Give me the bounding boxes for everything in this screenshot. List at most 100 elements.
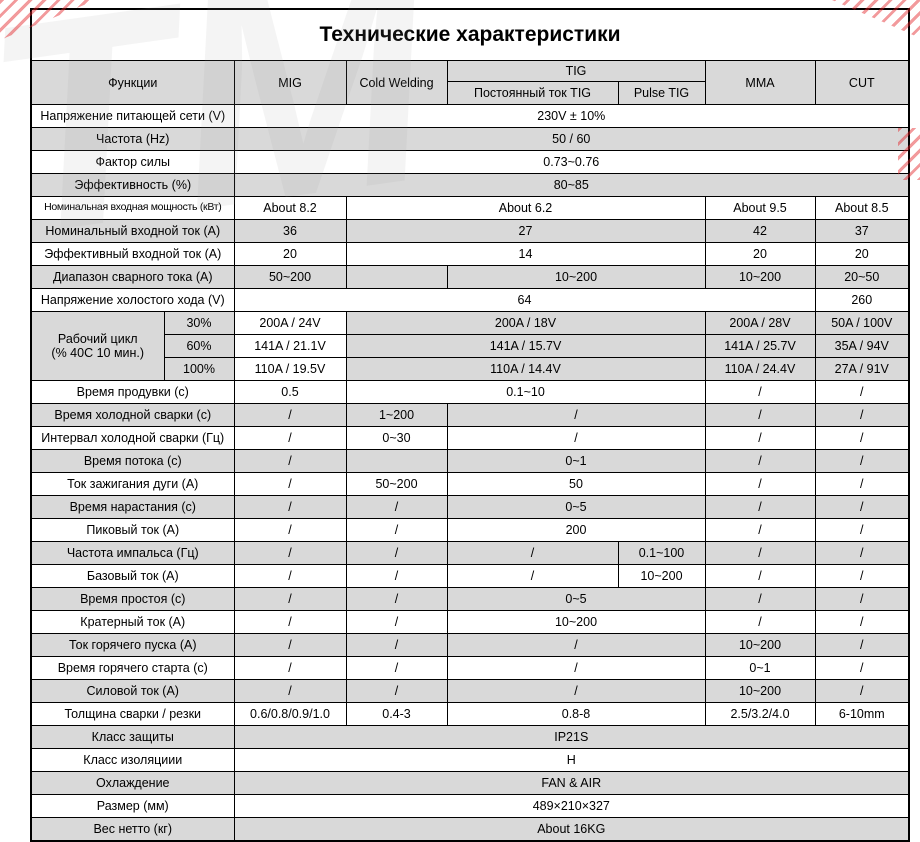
value-cell: / (704, 587, 816, 611)
value-cell: / (233, 564, 347, 588)
value-cell: / (233, 610, 347, 634)
specs-table: Технические характеристики Функции MIG C… (30, 8, 911, 842)
value-cell: / (704, 541, 816, 565)
value-cell: 10~200 (704, 633, 816, 657)
value-cell: 20 (814, 242, 910, 266)
table-row: Время продувки (с) 0.5 0.1~10// (30, 380, 910, 404)
value-cell: / (233, 403, 347, 427)
column-header-mma: MMA (704, 60, 816, 105)
header-row: Функции MIG Cold Welding TIG MMA CUT (30, 60, 910, 105)
value-cell: / (446, 564, 619, 588)
value-cell: / (345, 564, 448, 588)
value-cell: / (233, 495, 347, 519)
value-cell: 0.1~10 (345, 380, 706, 404)
value-cell: / (233, 518, 347, 542)
value-cell: 64 (233, 288, 816, 312)
row-label: Рабочий цикл (% 40C 10 мин.) (30, 311, 165, 381)
value-cell: About 6.2 (345, 196, 706, 220)
value-cell: 10~200 (704, 679, 816, 703)
value-cell: / (233, 587, 347, 611)
value-cell: / (814, 610, 910, 634)
value-cell: 2.5/3.2/4.0 (704, 702, 816, 726)
table-row: Время простоя (с) //0~5// (30, 587, 910, 611)
value-cell: / (233, 472, 347, 496)
value-cell: 0.1~100 (617, 541, 706, 565)
value-cell: / (446, 426, 706, 450)
table-row: Интервал холодной сварки (Гц)/0~30// / (30, 426, 910, 450)
value-cell: / (704, 564, 816, 588)
value-cell: 36 (233, 219, 347, 243)
value-cell: 20 (233, 242, 347, 266)
value-cell: / (814, 656, 910, 680)
row-label: Время нарастания (с) (30, 495, 235, 519)
value-cell: / (814, 380, 910, 404)
row-label: Эффективность (%) (30, 173, 235, 197)
value-cell: 200A / 24V (233, 311, 347, 335)
column-header-tig-dc: Постоянный ток TIG (446, 81, 619, 105)
table-row: Силовой ток (A) / //10~200/ (30, 679, 910, 703)
page-title: Технические характеристики (30, 8, 910, 61)
value-cell: / (233, 656, 347, 680)
value-cell: 489×210×327 (233, 794, 910, 818)
row-label: Эффективный входной ток (A) (30, 242, 235, 266)
value-cell: 200 (446, 518, 706, 542)
table-row: Эффективность (%) 80~85 (30, 173, 910, 197)
table-row: Время потока (с)/0~1// (30, 449, 910, 473)
row-label: Размер (мм) (30, 794, 235, 818)
table-row: Охлаждение FAN & AIR (30, 771, 910, 795)
value-cell: 141A / 15.7V (345, 334, 706, 358)
value-cell: 10~200 (446, 265, 706, 289)
duty-cycle-percent-label: 100% (163, 357, 235, 381)
value-cell: / (704, 449, 816, 473)
row-label: Фактор силы (30, 150, 235, 174)
value-cell: 1~200 (345, 403, 448, 427)
row-label: Класс изоляциии (30, 748, 235, 772)
value-cell: 10~200 (704, 265, 816, 289)
value-cell: / (814, 564, 910, 588)
value-cell: / (704, 426, 816, 450)
row-label: Диапазон сварного тока (A) (30, 265, 235, 289)
value-cell: 0.4-3 (345, 702, 448, 726)
column-header-functions: Функции (30, 60, 235, 105)
value-cell: 20~50 (814, 265, 910, 289)
value-cell: / (345, 518, 448, 542)
column-header-tig: TIG (446, 60, 706, 82)
value-cell: / (814, 495, 910, 519)
value-cell: / (446, 541, 619, 565)
value-cell: 0.5 (233, 380, 347, 404)
value-cell: / (704, 472, 816, 496)
column-header-cold-welding: Cold Welding (345, 60, 448, 105)
column-header-cut: CUT (814, 60, 910, 105)
value-cell: 0~5 (446, 587, 706, 611)
value-cell: 141A / 25.7V (704, 334, 816, 358)
row-label: Класс защиты (30, 725, 235, 749)
row-label: Интервал холодной сварки (Гц) (30, 426, 235, 450)
row-label: Частота (Hz) (30, 127, 235, 151)
value-cell: About 8.2 (233, 196, 347, 220)
value-cell: / (704, 403, 816, 427)
value-cell: / (233, 449, 347, 473)
value-cell: H (233, 748, 910, 772)
row-label: Время простоя (с) (30, 587, 235, 611)
row-label: Пиковый ток (A) (30, 518, 235, 542)
table-row: Рабочий цикл (% 40C 10 мин.) 30% 200A / 24V… (30, 311, 910, 381)
value-cell: 260 (814, 288, 910, 312)
value-cell: 27A / 91V (814, 357, 910, 381)
table-row: Фактор силы 0.73~0.76 (30, 150, 910, 174)
value-cell: / (446, 633, 706, 657)
value-cell: 0~5 (446, 495, 706, 519)
value-cell: 0.73~0.76 (233, 150, 910, 174)
value-cell: 37 (814, 219, 910, 243)
table-row: Частота импальса (Гц) / //0.1~100// (30, 541, 910, 565)
value-cell: / (704, 380, 816, 404)
table-row: Кратерный ток (A) //10~200// (30, 610, 910, 634)
row-label: Время горячего старта (с) (30, 656, 235, 680)
value-cell: / (345, 633, 448, 657)
value-cell: / (345, 495, 448, 519)
value-cell: / (814, 449, 910, 473)
table-row: Вес нетто (кг) About 16KG (30, 817, 910, 842)
value-cell: 50~200 (345, 472, 448, 496)
value-cell: 50A / 100V (814, 311, 910, 335)
value-cell: 0.8-8 (446, 702, 706, 726)
value-cell: 6-10mm (814, 702, 910, 726)
